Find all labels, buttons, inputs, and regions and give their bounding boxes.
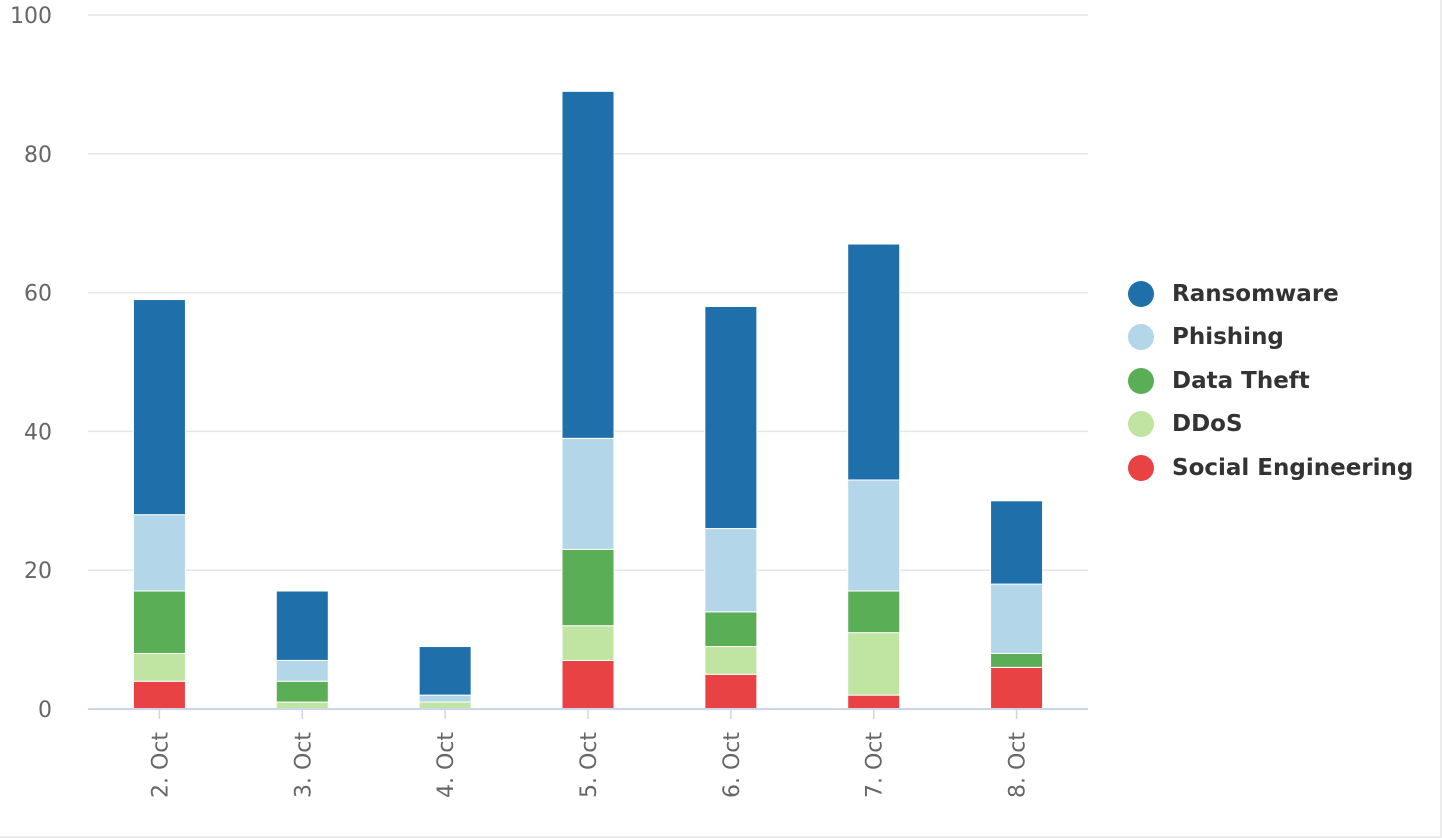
bar-segment[interactable]	[704, 673, 758, 710]
x-tick-label: 7. Oct	[863, 732, 888, 798]
bar-segment[interactable]	[561, 90, 615, 439]
x-axis-ticks: 2. Oct 3. Oct 4. Oct 5. Oct 6. Oct 7. Oct 8. O…	[148, 732, 1030, 798]
bar-segment[interactable]	[132, 514, 186, 592]
bar-segment[interactable]	[561, 548, 615, 627]
bar-segment[interactable]	[275, 701, 329, 710]
x-tick-label: 3. Oct	[291, 732, 316, 798]
bar-segment[interactable]	[704, 528, 758, 613]
legend-marker	[1128, 280, 1154, 307]
bars	[132, 90, 1044, 710]
bar-segment[interactable]	[704, 305, 758, 530]
chart-legend: Ransomware Phishing Data Theft DDoS Soci…	[1128, 272, 1413, 490]
bar-segment[interactable]	[847, 694, 901, 710]
y-tick-label: 60	[24, 282, 52, 307]
legend-marker	[1128, 454, 1154, 481]
bar-segment[interactable]	[275, 590, 329, 661]
bar-segment[interactable]	[418, 646, 472, 696]
x-tick-label: 6. Oct	[720, 732, 745, 798]
bar-segment[interactable]	[561, 625, 615, 661]
bar-segment[interactable]	[561, 437, 615, 550]
x-tick-label: 5. Oct	[577, 732, 602, 798]
bar-segment[interactable]	[990, 500, 1044, 585]
bar-segment[interactable]	[132, 299, 186, 516]
bar-segment[interactable]	[990, 583, 1044, 654]
y-tick-label: 20	[24, 559, 52, 584]
bar-segment[interactable]	[275, 659, 329, 682]
bar-segment[interactable]	[418, 701, 472, 710]
bar-segment[interactable]	[990, 652, 1044, 668]
bar-segment[interactable]	[275, 680, 329, 703]
bar-segment[interactable]	[704, 611, 758, 648]
bar-segment[interactable]	[847, 632, 901, 696]
legend-label: Data Theft	[1172, 367, 1310, 394]
legend-item-data-theft[interactable]: Data Theft	[1128, 359, 1413, 403]
bar-segment[interactable]	[704, 646, 758, 675]
x-tick-label: 4. Oct	[434, 732, 459, 798]
bar-segment[interactable]	[132, 680, 186, 710]
bar-segment[interactable]	[418, 694, 472, 703]
bar-segment[interactable]	[847, 479, 901, 592]
legend-label: Phishing	[1172, 324, 1284, 351]
legend-label: Ransomware	[1172, 280, 1339, 307]
legend-marker	[1128, 324, 1154, 351]
bar-segment[interactable]	[132, 652, 186, 682]
legend-label: DDoS	[1172, 411, 1243, 438]
y-tick-label: 40	[24, 420, 52, 445]
bar-segment[interactable]	[847, 590, 901, 634]
y-tick-label: 100	[10, 4, 52, 29]
legend-item-phishing[interactable]: Phishing	[1128, 316, 1413, 360]
x-tick-label: 8. Oct	[1006, 732, 1031, 798]
y-axis-ticks: 0 20 40 60 80 100	[10, 4, 52, 723]
legend-item-ddos[interactable]: DDoS	[1128, 403, 1413, 447]
bar-segment[interactable]	[847, 243, 901, 481]
bar-segment[interactable]	[561, 659, 615, 710]
legend-marker	[1128, 411, 1154, 438]
x-tick-label: 2. Oct	[148, 732, 173, 798]
legend-label: Social Engineering	[1172, 454, 1414, 481]
legend-item-ransomware[interactable]: Ransomware	[1128, 272, 1413, 316]
y-tick-label: 0	[38, 698, 52, 723]
x-axis	[88, 708, 1088, 719]
bar-segment[interactable]	[990, 666, 1044, 710]
bar-segment[interactable]	[132, 590, 186, 654]
y-tick-label: 80	[24, 143, 52, 168]
legend-item-social-engineering[interactable]: Social Engineering	[1128, 446, 1413, 490]
legend-marker	[1128, 367, 1154, 394]
